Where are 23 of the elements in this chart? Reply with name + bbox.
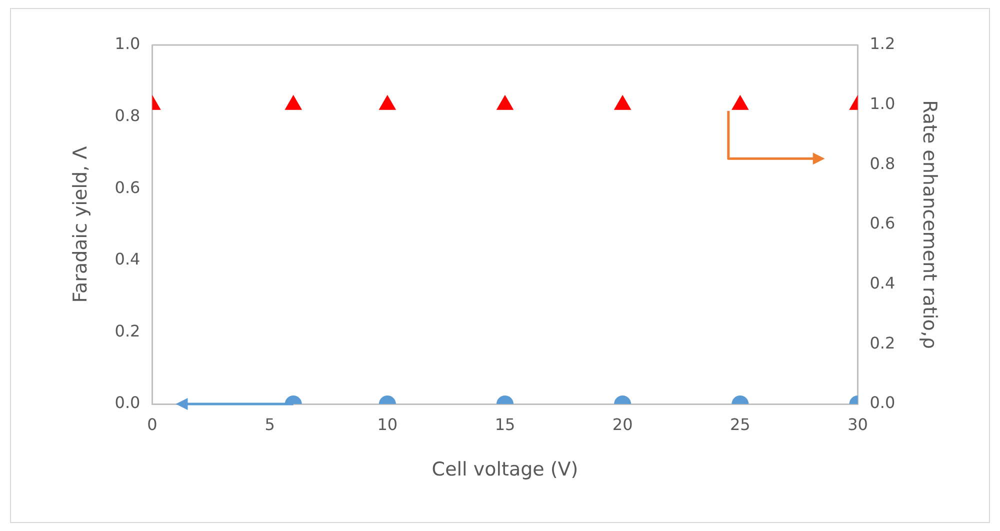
x-tick-label: 20 — [612, 415, 633, 434]
y2-tick-label: 1.2 — [870, 34, 896, 54]
y-axis-title: Faradaic yield, Λ — [69, 146, 92, 303]
x-tick-label: 25 — [730, 415, 750, 434]
y2-tick-label: 0.2 — [870, 333, 896, 352]
y-tick-label: 0.2 — [114, 321, 140, 340]
y2-tick-label: 0.8 — [870, 154, 896, 173]
y2-axis-title: Rate enhancement ratio,ρ — [918, 100, 941, 349]
y-tick-label: 0.0 — [114, 393, 140, 412]
y2-tick-label: 0.0 — [870, 393, 896, 412]
x-tick-label: 0 — [147, 415, 158, 434]
y-tick-label: 0.8 — [114, 106, 140, 125]
y-tick-label: 1.0 — [114, 34, 140, 54]
x-axis-title: Cell voltage (V) — [432, 458, 578, 481]
y2-tick-label: 0.6 — [870, 214, 896, 233]
x-tick-label: 15 — [494, 415, 516, 434]
y-tick-label: 0.4 — [114, 250, 140, 269]
x-tick-label: 10 — [377, 415, 398, 434]
y2-tick-label: 1.0 — [870, 94, 896, 113]
x-tick-label: 30 — [848, 415, 868, 434]
x-tick-label: 5 — [264, 415, 275, 434]
y-tick-label: 0.6 — [114, 178, 140, 197]
y2-tick-label: 0.4 — [870, 273, 896, 292]
